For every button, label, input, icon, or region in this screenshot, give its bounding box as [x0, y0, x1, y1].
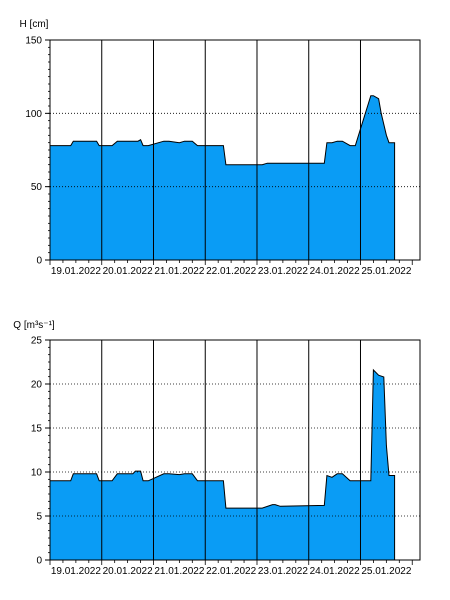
- x-tick-label: 24.01.2022: [310, 566, 360, 577]
- x-tick-label: 20.01.2022: [103, 266, 153, 277]
- x-tick-label: 20.01.2022: [103, 566, 153, 577]
- x-tick-label: 25.01.2022: [361, 566, 411, 577]
- y-tick-label: 150: [25, 36, 42, 47]
- y-tick-label: 10: [31, 468, 43, 479]
- series-line: [50, 95, 396, 260]
- y-tick-label: 25: [31, 336, 43, 347]
- y-tick-label: 0: [36, 556, 42, 567]
- x-tick-label: 19.01.2022: [51, 566, 101, 577]
- y-axis-label: Q [m³s⁻¹]: [13, 320, 55, 331]
- y-tick-label: 5: [36, 512, 42, 523]
- x-tick-label: 23.01.2022: [258, 266, 308, 277]
- x-tick-label: 21.01.2022: [154, 566, 204, 577]
- discharge-chart: 0 5 10 15 20 25 19.01.2022 20.01.2022 21.01.2022…: [13, 320, 421, 577]
- series-line: [50, 368, 396, 560]
- x-tick-label: 25.01.2022: [361, 266, 411, 277]
- x-tick-label: 22.01.2022: [206, 566, 256, 577]
- x-tick-label: 23.01.2022: [258, 566, 308, 577]
- x-tick-label: 24.01.2022: [310, 266, 360, 277]
- x-tick-label: 21.01.2022: [154, 266, 204, 277]
- y-tick-label: 100: [25, 109, 42, 120]
- x-tick-label: 19.01.2022: [51, 266, 101, 277]
- y-tick-label: 15: [31, 424, 43, 435]
- y-tick-label: 0: [36, 256, 42, 267]
- y-axis-label: H [cm]: [20, 19, 49, 30]
- y-tick-label: 50: [31, 182, 43, 193]
- y-tick-label: 20: [31, 380, 43, 391]
- x-tick-label: 22.01.2022: [206, 266, 256, 277]
